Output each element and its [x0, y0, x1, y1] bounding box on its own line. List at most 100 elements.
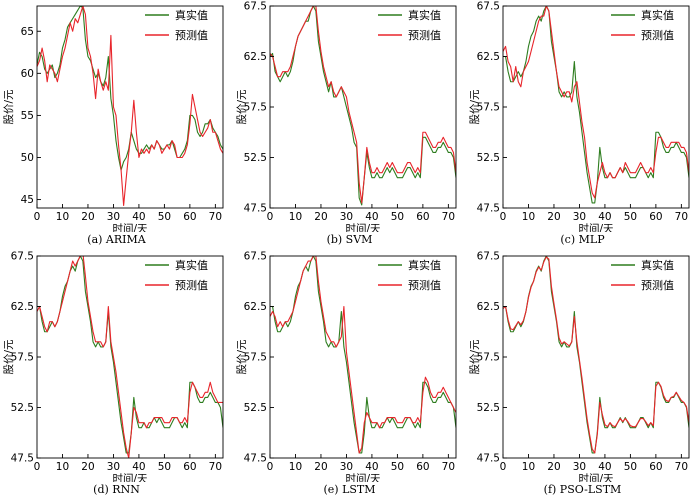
x-tick-label: 70: [209, 461, 222, 473]
y-tick-label: 52.5: [11, 402, 34, 414]
legend-label: 预测值: [641, 29, 674, 42]
x-tick-label: 20: [81, 461, 94, 473]
series-line-predicted: [37, 256, 223, 458]
y-tick-label: 62.5: [244, 301, 267, 313]
x-tick-label: 70: [442, 461, 455, 473]
y-tick-label: 60: [21, 68, 34, 80]
x-tick-label: 60: [649, 461, 662, 473]
y-tick-label: 57.5: [477, 352, 500, 364]
x-tick-label: 60: [649, 211, 662, 223]
chart-svg: 47.5 52.5 57.5 62.5 67.5 0 10 20 30 40 50 60 70 时间/天 股…: [469, 1, 690, 232]
y-tick-label: 57.5: [477, 102, 500, 114]
y-tick-label: 67.5: [477, 1, 500, 13]
y-tick-label: 57.5: [11, 352, 34, 364]
y-tick-label: 65: [21, 26, 34, 38]
y-tick-label: 62.5: [477, 301, 500, 313]
y-tick-label: 62.5: [477, 51, 500, 63]
legend-label: 预测值: [408, 279, 441, 292]
x-tick-label: 0: [500, 211, 507, 223]
chart-panel: 45 50 55 60 65 0 10 20 30 40 50 60 70 时间/天 股价/元 真实值 预测值 (…: [0, 0, 233, 250]
x-axis-label: 时间/天: [345, 472, 381, 482]
x-tick-label: 20: [314, 211, 327, 223]
x-tick-label: 50: [158, 461, 171, 473]
panel-caption: (d) RNN: [93, 483, 140, 496]
x-tick-label: 60: [416, 211, 429, 223]
x-tick-label: 50: [624, 211, 637, 223]
chart-panel: 47.5 52.5 57.5 62.5 67.5 0 10 20 30 40 50 60 70 时间/天 股…: [233, 250, 466, 500]
x-tick-label: 10: [289, 211, 302, 223]
y-tick-label: 52.5: [477, 402, 500, 414]
x-tick-label: 30: [340, 461, 353, 473]
legend-label: 真实值: [641, 8, 674, 22]
y-tick-label: 67.5: [477, 251, 500, 263]
x-tick-label: 30: [340, 211, 353, 223]
x-tick-label: 70: [675, 211, 688, 223]
chart-panel: 47.5 52.5 57.5 62.5 67.5 0 10 20 30 40 50 60 70 时间/天 股…: [0, 250, 233, 500]
legend-label: 真实值: [175, 8, 208, 22]
legend-label: 真实值: [175, 258, 208, 272]
panel-caption: (c) MLP: [560, 233, 605, 246]
x-tick-label: 0: [500, 461, 507, 473]
x-axis-label: 时间/天: [578, 222, 614, 232]
y-tick-label: 47.5: [477, 203, 500, 215]
y-axis-label: 股价/元: [236, 339, 248, 375]
x-tick-label: 20: [547, 211, 560, 223]
x-axis-label: 时间/天: [345, 222, 381, 232]
x-tick-label: 60: [183, 461, 196, 473]
y-tick-label: 52.5: [244, 402, 267, 414]
x-tick-label: 50: [391, 461, 404, 473]
x-tick-label: 0: [267, 461, 274, 473]
legend-label: 预测值: [175, 29, 208, 42]
x-tick-label: 70: [442, 211, 455, 223]
chart-panel: 47.5 52.5 57.5 62.5 67.5 0 10 20 30 40 50 60 70 时间/天 股…: [466, 250, 699, 500]
y-tick-label: 47.5: [244, 453, 267, 465]
x-tick-label: 40: [132, 211, 145, 223]
y-tick-label: 57.5: [244, 352, 267, 364]
x-tick-label: 0: [34, 461, 41, 473]
x-tick-label: 30: [573, 211, 586, 223]
x-axis-label: 时间/天: [112, 222, 148, 232]
x-tick-label: 40: [132, 461, 145, 473]
series-line-predicted: [270, 256, 456, 454]
x-axis-label: 时间/天: [112, 472, 148, 482]
y-tick-label: 57.5: [244, 102, 267, 114]
x-tick-label: 10: [56, 461, 69, 473]
x-tick-label: 40: [598, 211, 611, 223]
x-tick-label: 60: [183, 211, 196, 223]
x-tick-label: 70: [209, 211, 222, 223]
y-tick-label: 67.5: [11, 251, 34, 263]
legend-label: 预测值: [408, 29, 441, 42]
x-tick-label: 30: [107, 211, 120, 223]
x-tick-label: 20: [547, 461, 560, 473]
x-axis-label: 时间/天: [578, 472, 614, 482]
x-tick-label: 50: [158, 211, 171, 223]
chart-svg: 47.5 52.5 57.5 62.5 67.5 0 10 20 30 40 50 60 70 时间/天 股…: [3, 251, 224, 482]
legend-label: 预测值: [641, 279, 674, 292]
y-tick-label: 67.5: [244, 251, 267, 263]
legend-label: 预测值: [175, 279, 208, 292]
chart-panel: 47.5 52.5 57.5 62.5 67.5 0 10 20 30 40 50 60 70 时间/天 股…: [233, 0, 466, 250]
panel-caption: (e) LSTM: [323, 483, 376, 496]
y-tick-label: 67.5: [244, 1, 267, 13]
x-tick-label: 20: [314, 461, 327, 473]
x-tick-label: 50: [624, 461, 637, 473]
x-tick-label: 70: [675, 461, 688, 473]
y-tick-label: 52.5: [244, 152, 267, 164]
y-tick-label: 47.5: [477, 453, 500, 465]
x-tick-label: 40: [365, 211, 378, 223]
x-tick-label: 50: [391, 211, 404, 223]
panel-caption: (a) ARIMA: [87, 233, 146, 246]
x-tick-label: 30: [573, 461, 586, 473]
y-tick-label: 55: [21, 110, 34, 122]
chart-svg: 47.5 52.5 57.5 62.5 67.5 0 10 20 30 40 50 60 70 时间/天 股…: [236, 251, 457, 482]
y-axis-label: 股价/元: [469, 89, 481, 125]
chart-svg: 47.5 52.5 57.5 62.5 67.5 0 10 20 30 40 50 60 70 时间/天 股…: [469, 251, 690, 482]
x-tick-label: 40: [598, 461, 611, 473]
legend-label: 真实值: [641, 258, 674, 272]
y-axis-label: 股价/元: [469, 339, 481, 375]
x-tick-label: 60: [416, 461, 429, 473]
x-tick-label: 10: [522, 211, 535, 223]
y-axis-label: 股价/元: [3, 89, 15, 125]
